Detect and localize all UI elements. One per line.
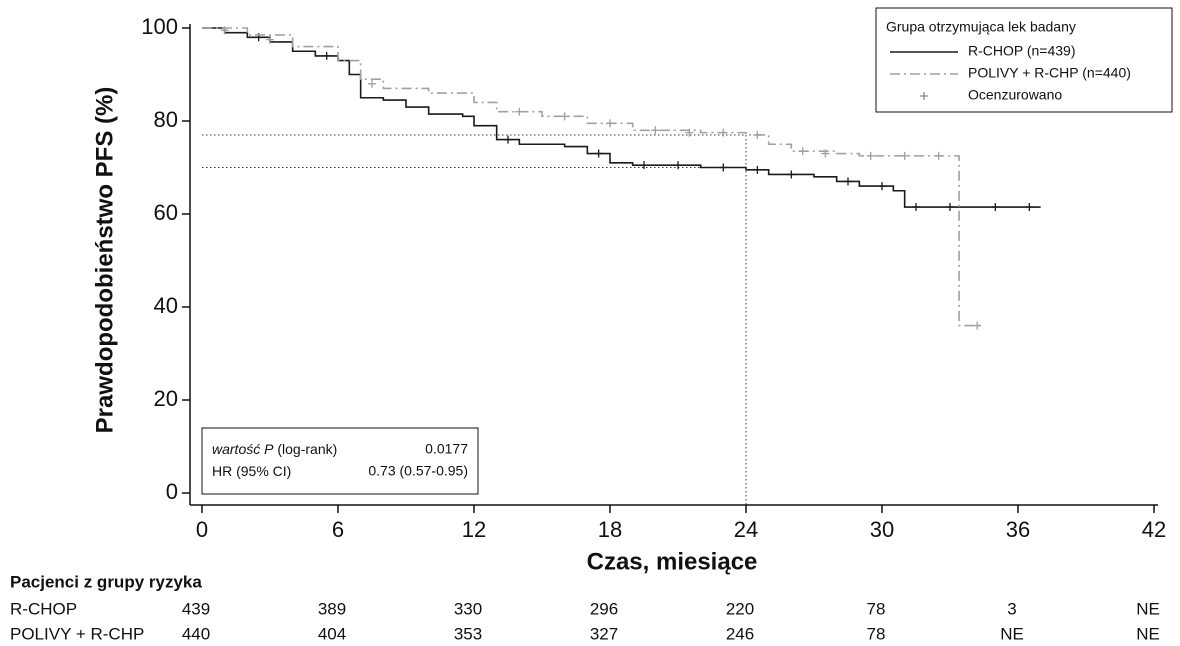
censor-mark	[504, 135, 512, 144]
y-tick-label: 40	[154, 293, 178, 318]
stats-label: wartość P (log-rank)	[212, 441, 337, 457]
x-tick-label: 36	[1006, 517, 1030, 542]
censor-mark	[821, 149, 830, 158]
risk-value: 246	[726, 624, 754, 643]
risk-value: 296	[590, 599, 618, 618]
risk-row-label: R-CHOP	[10, 599, 77, 618]
censor-mark	[753, 165, 762, 174]
risk-value: 389	[318, 599, 346, 618]
legend-box	[875, 7, 1173, 113]
x-axis-label: Czas, miesiące	[587, 548, 758, 575]
stats-label-italic: wartość P	[212, 441, 274, 457]
risk-value: 327	[590, 624, 618, 643]
y-tick-label: 60	[154, 200, 178, 225]
censor-mark	[719, 163, 728, 172]
censor-mark	[266, 35, 274, 44]
censor-mark	[640, 161, 648, 170]
legend-swatch	[920, 92, 928, 100]
x-tick-label: 6	[332, 517, 344, 542]
stats-value: 0.0177	[425, 441, 468, 457]
censor-mark	[878, 182, 886, 191]
censor-mark	[594, 149, 603, 158]
risk-value: 440	[182, 624, 210, 643]
risk-value: 78	[867, 599, 886, 618]
risk-value: 3	[1007, 599, 1016, 618]
risk-value: NE	[1136, 624, 1160, 643]
censor-mark	[753, 130, 762, 139]
censor-mark	[946, 203, 954, 212]
stats-label-text: (log-rank)	[277, 441, 337, 457]
censor-mark	[934, 151, 943, 160]
censor-mark	[368, 79, 376, 88]
censor-mark	[798, 147, 807, 156]
y-tick-label: 0	[166, 479, 178, 504]
risk-value: 353	[454, 624, 482, 643]
censor-mark	[912, 203, 920, 212]
x-tick-label: 24	[734, 517, 758, 542]
stats-label-text: HR (95% CI)	[212, 463, 291, 479]
risk-value: 78	[867, 624, 886, 643]
legend-title: Grupa otrzymująca lek badany	[886, 19, 1076, 35]
km-curve	[202, 27, 984, 327]
y-tick-label: 20	[154, 386, 178, 411]
stats-value: 0.73 (0.57-0.95)	[368, 463, 468, 479]
censor-mark	[560, 112, 569, 121]
km-curve	[202, 27, 1041, 208]
censor-mark	[322, 51, 331, 60]
x-tick-label: 18	[598, 517, 622, 542]
censor-mark	[844, 177, 852, 186]
legend-label: Ocenzurowano	[968, 87, 1062, 103]
censor-mark	[900, 151, 909, 160]
risk-value: 220	[726, 599, 754, 618]
legend-label: R-CHOP (n=439)	[968, 43, 1076, 59]
risk-value: NE	[1000, 624, 1024, 643]
censor-mark	[220, 26, 229, 35]
x-tick-label: 0	[196, 517, 208, 542]
x-tick-label: 30	[870, 517, 894, 542]
censor-mark	[651, 126, 660, 135]
censor-mark	[674, 161, 682, 170]
risk-value: NE	[1136, 599, 1160, 618]
legend-label: POLIVY + R-CHP (n=440)	[968, 65, 1131, 81]
censor-mark	[685, 128, 694, 137]
censor-mark	[787, 170, 796, 179]
censor-mark	[991, 203, 1000, 212]
stats-box	[201, 427, 479, 495]
y-tick-label: 100	[141, 14, 178, 39]
censor-mark	[973, 321, 982, 330]
y-axis-label: Prawdopodobieństwo PFS (%)	[91, 87, 118, 434]
stats-label: HR (95% CI)	[212, 463, 291, 479]
censor-mark	[1025, 203, 1034, 212]
risk-value: 404	[318, 624, 346, 643]
censor-mark	[866, 151, 875, 160]
risk-row-label: POLIVY + R-CHP	[10, 624, 144, 643]
censor-mark	[719, 128, 728, 137]
y-tick-label: 80	[154, 107, 178, 132]
risk-value: 330	[454, 599, 482, 618]
risk-table-title: Pacjenci z grupy ryzyka	[10, 572, 202, 591]
x-tick-label: 12	[462, 517, 486, 542]
x-tick-label: 42	[1142, 517, 1166, 542]
risk-value: 439	[182, 599, 210, 618]
censor-mark	[515, 107, 524, 116]
censor-mark	[606, 119, 614, 128]
